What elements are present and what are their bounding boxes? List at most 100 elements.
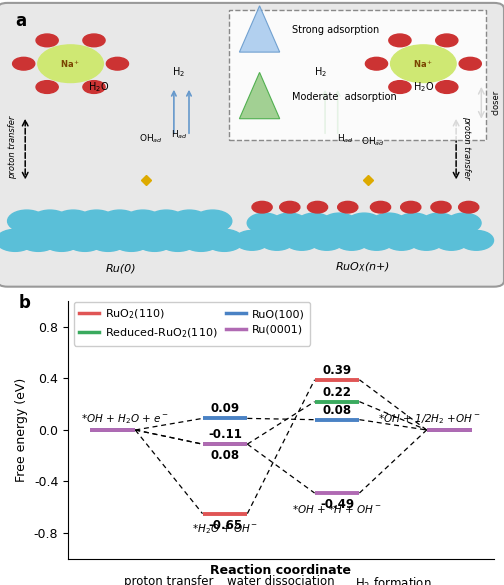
Text: Na$^+$: Na$^+$ xyxy=(60,58,81,70)
Circle shape xyxy=(83,81,105,94)
Circle shape xyxy=(365,57,388,70)
Text: -0.11: -0.11 xyxy=(208,428,242,441)
Text: H$_2$: H$_2$ xyxy=(313,66,327,80)
Polygon shape xyxy=(239,73,280,119)
FancyBboxPatch shape xyxy=(229,10,486,140)
Circle shape xyxy=(106,57,129,70)
Circle shape xyxy=(459,57,481,70)
Text: OH$_{ad}$: OH$_{ad}$ xyxy=(139,133,163,145)
Circle shape xyxy=(83,34,105,47)
Legend: RuO$_2$(110), Reduced-RuO$_2$(110), RuO(100), Ru(0001): RuO$_2$(110), Reduced-RuO$_2$(110), RuO(… xyxy=(74,302,310,346)
Circle shape xyxy=(31,210,69,232)
Circle shape xyxy=(13,57,35,70)
Circle shape xyxy=(359,230,394,250)
Circle shape xyxy=(338,201,358,213)
Circle shape xyxy=(397,213,431,233)
Circle shape xyxy=(309,230,344,250)
Text: a: a xyxy=(15,12,26,30)
Circle shape xyxy=(447,213,481,233)
Circle shape xyxy=(384,230,419,250)
Circle shape xyxy=(124,210,162,232)
Text: water dissociation: water dissociation xyxy=(227,576,335,585)
Circle shape xyxy=(19,229,57,252)
Circle shape xyxy=(401,201,421,213)
Circle shape xyxy=(297,213,332,233)
Text: H$_2$O: H$_2$O xyxy=(413,80,434,94)
Circle shape xyxy=(0,229,34,252)
Text: *OH + *H + OH$^-$: *OH + *H + OH$^-$ xyxy=(292,503,382,515)
Circle shape xyxy=(435,81,458,94)
Text: Ru(0): Ru(0) xyxy=(106,264,136,274)
Circle shape xyxy=(77,210,115,232)
Circle shape xyxy=(409,230,444,250)
Circle shape xyxy=(147,210,185,232)
Text: 0.22: 0.22 xyxy=(323,386,351,398)
Circle shape xyxy=(459,230,493,250)
Text: 0.39: 0.39 xyxy=(323,364,352,377)
Circle shape xyxy=(247,213,282,233)
Text: proton transfer: proton transfer xyxy=(8,116,17,180)
Circle shape xyxy=(272,213,306,233)
Circle shape xyxy=(8,210,46,232)
Text: 0.08: 0.08 xyxy=(323,404,352,417)
Circle shape xyxy=(459,201,479,213)
Text: H$_2$O: H$_2$O xyxy=(88,80,109,94)
Circle shape xyxy=(285,230,319,250)
Text: OH$_{ad}$: OH$_{ad}$ xyxy=(361,136,385,148)
Polygon shape xyxy=(239,6,280,52)
Circle shape xyxy=(36,81,58,94)
Circle shape xyxy=(434,230,469,250)
Circle shape xyxy=(112,229,151,252)
Circle shape xyxy=(322,213,356,233)
Text: -0.65: -0.65 xyxy=(208,519,242,532)
Text: H$_{ad}$: H$_{ad}$ xyxy=(337,133,354,145)
Circle shape xyxy=(280,201,300,213)
Circle shape xyxy=(422,213,456,233)
Circle shape xyxy=(100,210,139,232)
FancyBboxPatch shape xyxy=(0,3,504,287)
Circle shape xyxy=(182,229,220,252)
Circle shape xyxy=(170,210,209,232)
Circle shape xyxy=(205,229,243,252)
Circle shape xyxy=(159,229,197,252)
Text: 0.09: 0.09 xyxy=(210,402,239,415)
Text: H$_2$ formation: H$_2$ formation xyxy=(355,576,431,585)
Text: Na$^+$: Na$^+$ xyxy=(413,58,433,70)
Text: H$_{ad}$: H$_{ad}$ xyxy=(170,128,187,141)
X-axis label: Reaction coordinate: Reaction coordinate xyxy=(211,564,351,577)
Text: *OH + H$_2$O + e$^-$: *OH + H$_2$O + e$^-$ xyxy=(82,412,169,426)
Circle shape xyxy=(36,34,58,47)
Text: Moderate  adsorption: Moderate adsorption xyxy=(292,92,397,102)
Text: *OH + 1/2H$_2$ +OH$^-$: *OH + 1/2H$_2$ +OH$^-$ xyxy=(378,412,480,426)
Circle shape xyxy=(307,201,328,213)
Circle shape xyxy=(194,210,232,232)
Text: closer: closer xyxy=(491,90,500,115)
Text: Strong adsorption: Strong adsorption xyxy=(292,25,380,36)
Text: proton transfer: proton transfer xyxy=(124,576,214,585)
Text: b: b xyxy=(19,294,31,312)
Text: 0.08: 0.08 xyxy=(210,449,239,462)
Circle shape xyxy=(335,230,369,250)
Circle shape xyxy=(38,45,103,82)
Circle shape xyxy=(370,201,391,213)
Circle shape xyxy=(389,34,411,47)
Text: proton transfer: proton transfer xyxy=(462,116,471,180)
Text: *H$_2$O + OH$^-$: *H$_2$O + OH$^-$ xyxy=(192,522,258,536)
Circle shape xyxy=(389,81,411,94)
Circle shape xyxy=(260,230,294,250)
Text: H$_2$: H$_2$ xyxy=(172,66,185,80)
Circle shape xyxy=(252,201,272,213)
Text: -0.49: -0.49 xyxy=(320,498,354,511)
Circle shape xyxy=(431,201,451,213)
Circle shape xyxy=(54,210,92,232)
Circle shape xyxy=(372,213,406,233)
Circle shape xyxy=(235,230,269,250)
Circle shape xyxy=(347,213,382,233)
Circle shape xyxy=(136,229,174,252)
Circle shape xyxy=(435,34,458,47)
Text: RuO$_X$(n+): RuO$_X$(n+) xyxy=(335,260,391,274)
Circle shape xyxy=(42,229,81,252)
Circle shape xyxy=(66,229,104,252)
Circle shape xyxy=(89,229,127,252)
Y-axis label: Free energy (eV): Free energy (eV) xyxy=(15,378,28,482)
